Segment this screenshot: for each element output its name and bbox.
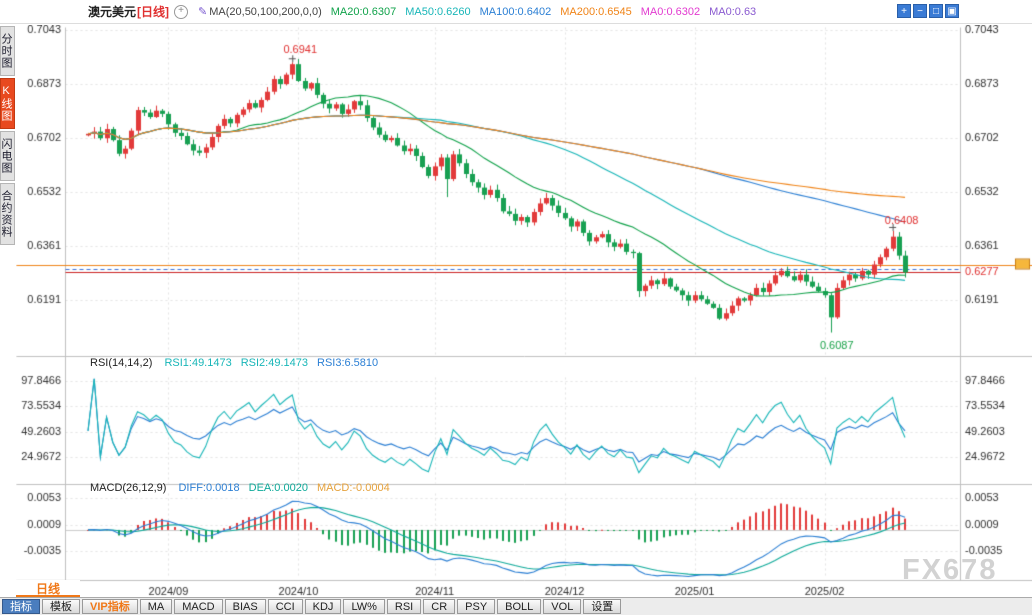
sidebar-item-kline-chart[interactable]: K线图 xyxy=(0,78,15,129)
chart-header: 澳元美元 [日线] + ✎ MA(20,50,100,200,0,0) MA20… xyxy=(0,0,1032,24)
tab-bias[interactable]: BIAS xyxy=(224,599,266,614)
add-indicator-icon[interactable]: + xyxy=(174,4,189,19)
tab-cr[interactable]: CR xyxy=(423,599,456,614)
period-label: [日线] xyxy=(137,5,170,19)
rsi-value-label: RSI1:49.1473 xyxy=(164,357,232,369)
rsi-values: RSI1:49.1473 RSI2:49.1473 RSI3:6.5810 xyxy=(152,357,378,369)
sidebar-item-time-chart[interactable]: 分时图 xyxy=(0,26,15,76)
ma-value-label: MA20:0.6307 xyxy=(330,5,397,18)
tab-cci[interactable]: CCI xyxy=(267,599,303,614)
macd-value-label: DEA:0.0020 xyxy=(248,482,308,494)
macd-label: MACD(26,12,9) xyxy=(90,482,167,494)
rsi-value-label: RSI2:49.1473 xyxy=(240,357,308,369)
symbol-title: 澳元美元 xyxy=(88,5,137,19)
tab-kdj[interactable]: KDJ xyxy=(304,599,342,614)
window-icons: + − □ ▣ xyxy=(897,4,959,18)
ma-settings-label: MA(20,50,100,200,0,0) xyxy=(209,5,322,18)
rsi-indicator-header: RSI(14,14,2) RSI1:49.1473 RSI2:49.1473 RSI… xyxy=(90,357,378,369)
rsi-value-label: RSI3:6.5810 xyxy=(317,357,379,369)
ma-value-label: MA0:0.63 xyxy=(709,5,757,18)
tab-vol[interactable]: VOL xyxy=(543,599,582,614)
chart-type-sidebar: 分时图 K线图闪电图合约资料 xyxy=(0,26,16,245)
zoom-out-icon[interactable]: − xyxy=(913,4,927,18)
zoom-in-icon[interactable]: + xyxy=(897,4,911,18)
tab-templates[interactable]: 模板 xyxy=(42,599,80,614)
rsi-label: RSI(14,14,2) xyxy=(90,357,153,369)
edit-indicator-icon[interactable]: ✎ xyxy=(198,6,208,18)
fx678-watermark: FX678 xyxy=(902,554,998,586)
ma-value-label: MA200:0.6545 xyxy=(560,5,632,18)
tab-settings[interactable]: 设置 xyxy=(583,599,622,614)
macd-indicator-header: MACD(26,12,9) DIFF:0.0018 DEA:0.0020 MACD:… xyxy=(90,482,390,494)
pane-layout-icon[interactable]: □ xyxy=(929,4,943,18)
sidebar-item-contract-info[interactable]: 合约资料 xyxy=(0,183,15,245)
tab-psy[interactable]: PSY xyxy=(457,599,496,614)
tab-indicators[interactable]: 指标 xyxy=(2,599,40,614)
macd-value-label: MACD:-0.0004 xyxy=(316,482,390,494)
maximize-icon[interactable]: ▣ xyxy=(945,4,959,18)
ma-value-label: MA50:0.6260 xyxy=(405,5,471,18)
macd-values: DIFF:0.0018 DEA:0.0020 MACD:-0.0004 xyxy=(166,482,389,494)
ma-values-row: MA20:0.6307 MA50:0.6260 MA100:0.6402 MA200:… xyxy=(322,6,756,18)
tab-macd[interactable]: MACD xyxy=(174,599,223,614)
tab-boll[interactable]: BOLL xyxy=(497,599,542,614)
indicator-toolbar: 指标 模板 VIP指标 MA MACD BIAS CCI KDJ LW% RSI CR PSY BOLL… xyxy=(0,597,1032,615)
sidebar-item-flash-chart[interactable]: 闪电图 xyxy=(0,131,15,181)
tab-ma[interactable]: MA xyxy=(139,599,173,614)
tab-rsi[interactable]: RSI xyxy=(386,599,422,614)
macd-value-label: DIFF:0.0018 xyxy=(178,482,240,494)
tab-lw[interactable]: LW% xyxy=(343,599,385,614)
candlestick-chart-canvas[interactable] xyxy=(16,25,1032,596)
ma-value-label: MA100:0.6402 xyxy=(479,5,552,18)
ma-value-label: MA0:0.6302 xyxy=(640,5,701,18)
tab-vip-indicators[interactable]: VIP指标 xyxy=(82,599,138,614)
tab-daily-period[interactable]: 日线 xyxy=(16,580,80,598)
